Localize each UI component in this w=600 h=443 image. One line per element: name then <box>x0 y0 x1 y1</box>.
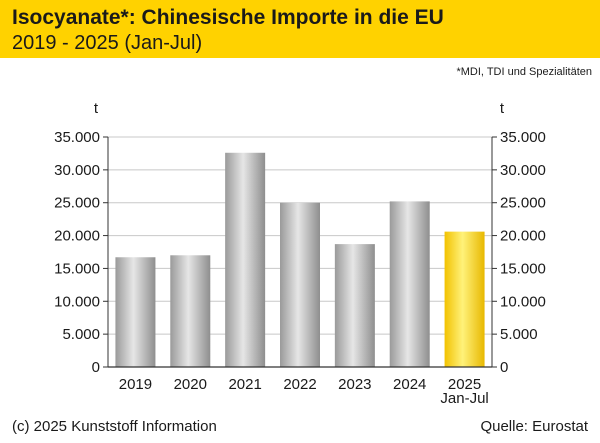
x-tick-label: 2019 <box>119 376 152 393</box>
x-tick-label: 2023 <box>338 376 371 393</box>
x-tick-label: Jan-Jul <box>440 390 488 407</box>
y-unit-label-left: t <box>94 100 99 117</box>
y-tick-label-left: 15.000 <box>54 260 100 277</box>
y-tick-label-right: 0 <box>500 359 508 376</box>
bar <box>280 202 320 367</box>
bar <box>225 152 266 367</box>
y-tick-label-right: 15.000 <box>500 260 546 277</box>
y-tick-label-left: 35.000 <box>54 129 100 146</box>
chart-title: Isocyanate*: Chinesische Importe in die … <box>12 6 444 29</box>
y-tick-label-left: 10.000 <box>54 293 100 310</box>
x-tick-label: 2025 <box>448 376 481 393</box>
y-tick-label-left: 30.000 <box>54 162 100 179</box>
y-tick-label-left: 5.000 <box>62 326 100 343</box>
y-unit-label-right: t <box>500 100 505 117</box>
y-tick-label-left: 0 <box>92 359 100 376</box>
y-tick-label-right: 30.000 <box>500 162 546 179</box>
copyright-text: (c) 2025 Kunststoff Information <box>12 418 217 435</box>
y-tick-label-right: 20.000 <box>500 228 546 245</box>
source-text: Quelle: Eurostat <box>480 418 588 435</box>
bar <box>170 255 211 367</box>
bar <box>115 257 156 367</box>
bar-highlight <box>444 231 485 367</box>
x-tick-label: 2021 <box>228 376 261 393</box>
y-tick-label-left: 25.000 <box>54 195 100 212</box>
chart-subtitle: 2019 - 2025 (Jan-Jul) <box>12 32 203 54</box>
y-tick-label-right: 35.000 <box>500 129 546 146</box>
y-tick-label-left: 20.000 <box>54 228 100 245</box>
bar <box>334 244 375 367</box>
bar <box>389 201 430 367</box>
header-band: Isocyanate*: Chinesische Importe in die … <box>0 0 600 58</box>
y-tick-label-right: 25.000 <box>500 195 546 212</box>
x-tick-label: 2020 <box>174 376 207 393</box>
x-tick-label: 2024 <box>393 376 426 393</box>
y-tick-label-right: 5.000 <box>500 326 538 343</box>
footnote: *MDI, TDI und Spezialitäten <box>456 66 592 78</box>
y-tick-label-right: 10.000 <box>500 293 546 310</box>
x-tick-label: 2022 <box>283 376 316 393</box>
